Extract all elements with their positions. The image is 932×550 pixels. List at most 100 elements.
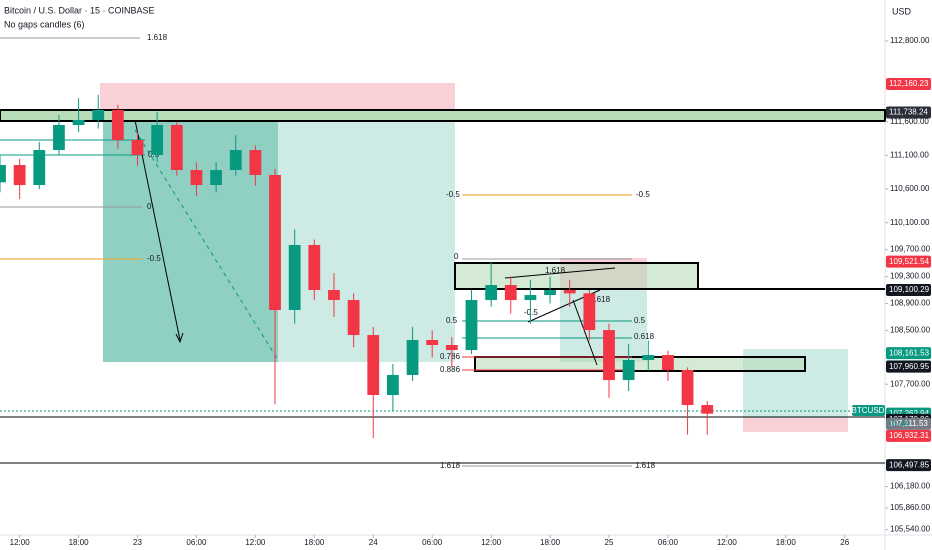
price-tag-label: 109,521.54 xyxy=(889,257,930,266)
fib-label: 0.618 xyxy=(590,295,611,304)
y-tick-label: 111,100.00 xyxy=(890,151,929,160)
candle-body xyxy=(603,330,615,381)
candle-body xyxy=(151,124,164,156)
price-tag xyxy=(886,429,931,442)
drawings: 1.618 0 -0.5 -0.5 -0.5 0 1.618 0.5 0.5 0… xyxy=(0,33,886,470)
price-tag xyxy=(886,360,931,373)
x-tick-label: 18:00 xyxy=(776,538,797,547)
candle-body xyxy=(387,375,399,396)
fib-label: 0.5 xyxy=(634,316,646,325)
candle-body xyxy=(701,405,714,414)
x-tick-label: 24 xyxy=(369,538,378,547)
x-tick-label: 12:00 xyxy=(481,538,502,547)
stop-zone xyxy=(743,418,848,432)
price-axis xyxy=(885,0,932,550)
candle-body xyxy=(92,109,105,121)
y-tick-label: 109,300.00 xyxy=(890,272,931,281)
y-tick-label: 109,700.00 xyxy=(890,245,931,254)
candle-body xyxy=(367,335,380,396)
x-tick-label: 18:00 xyxy=(69,538,90,547)
candle-body xyxy=(111,109,124,140)
fib-label: 0.786 xyxy=(440,352,461,361)
price-tag xyxy=(886,283,931,296)
candle-body xyxy=(131,139,144,156)
candle-body xyxy=(347,300,360,336)
candle-body xyxy=(13,165,26,186)
x-tick-label: 06:00 xyxy=(422,538,443,547)
candle-body xyxy=(681,370,694,406)
y-tick-label: 112,800.00 xyxy=(890,36,930,45)
currency: USD xyxy=(892,6,912,16)
demand-box xyxy=(474,356,806,372)
y-tick-label: 111,600.00 xyxy=(890,117,929,126)
candles xyxy=(0,94,714,439)
arrow xyxy=(572,299,598,366)
fib-label: -0.5 xyxy=(636,190,650,199)
arrow xyxy=(134,119,181,341)
x-tick-label: 18:00 xyxy=(540,538,561,547)
x-tick-label: 18:00 xyxy=(304,538,325,547)
price-tag-label: 108,161.53 xyxy=(889,348,930,357)
price-tag-label: 112,160.23 xyxy=(889,79,929,88)
price-tag xyxy=(886,106,931,119)
price-tag xyxy=(886,347,931,360)
x-tick-label: 23 xyxy=(133,538,142,547)
candle-body xyxy=(544,290,556,296)
candle-body xyxy=(288,244,301,311)
arrow-head xyxy=(175,332,184,344)
candle-body xyxy=(662,355,674,371)
y-tick-label: 107,700.00 xyxy=(890,379,931,388)
y-tick-label: 106,180.00 xyxy=(890,482,931,491)
fib-label: 0.618 xyxy=(634,332,655,341)
x-tick-label: 06:00 xyxy=(658,538,679,547)
axes: 112,800.00 111,600.00 111,100.00 110,600.00… xyxy=(10,36,931,547)
price-tag-label: 109,100.29 xyxy=(889,285,930,294)
candle-body xyxy=(445,345,458,351)
x-tick-label: 06:00 xyxy=(186,538,207,547)
symbol-tag xyxy=(852,405,885,416)
x-tick-label: 12:00 xyxy=(10,538,31,547)
price-tag-label: 111,738.24 xyxy=(889,108,928,117)
x-tick-label: 26 xyxy=(840,538,849,547)
x-tick-label: 25 xyxy=(605,538,614,547)
resistance-box xyxy=(0,109,886,122)
candle-body xyxy=(210,170,222,186)
price-tag-label: 106,932.31 xyxy=(889,431,930,440)
candle-body xyxy=(53,124,65,151)
candle-body xyxy=(269,174,281,311)
x-tick-label: 12:00 xyxy=(245,538,266,547)
candle-body xyxy=(33,150,46,186)
fib-label: 0.886 xyxy=(440,365,461,374)
candle-body xyxy=(426,340,439,346)
candle-body xyxy=(72,120,85,125)
fib-label: 1.618 xyxy=(635,461,656,470)
price-tag-label: 107,960.95 xyxy=(889,362,930,371)
fib-label: 0.5 xyxy=(446,316,458,325)
supply-box xyxy=(454,262,699,290)
price-tag xyxy=(886,417,931,430)
y-tick-label: 105,860.00 xyxy=(890,503,931,512)
candle-body xyxy=(504,285,517,301)
fib-label: 0 xyxy=(147,202,152,211)
candle-body xyxy=(563,290,576,294)
projection xyxy=(134,129,279,361)
countdown: 01:44 xyxy=(889,419,910,428)
candle-body xyxy=(583,293,596,331)
fib-label: 0 xyxy=(454,252,459,261)
price-tag-label: 107,111.53 xyxy=(889,419,928,428)
y-tick-label: 108,500.00 xyxy=(890,326,931,335)
candle-body xyxy=(328,290,340,301)
candle-body xyxy=(406,340,419,376)
price-tag xyxy=(886,459,931,472)
candle-body xyxy=(308,244,321,291)
y-tick-label: 105,540.00 xyxy=(890,525,931,534)
price-tag-label: 107,262.94 xyxy=(889,409,930,418)
candle-body xyxy=(229,150,242,171)
candle-body xyxy=(0,165,6,183)
indicator-label: No gaps candles (6) xyxy=(4,19,85,29)
candle-body xyxy=(190,170,203,186)
fib-label: 1.618 xyxy=(545,266,566,275)
chart-title: Bitcoin / U.S. Dollar · 15 · COINBASE xyxy=(4,5,155,15)
target-zone xyxy=(103,112,278,362)
trendline xyxy=(504,267,616,279)
